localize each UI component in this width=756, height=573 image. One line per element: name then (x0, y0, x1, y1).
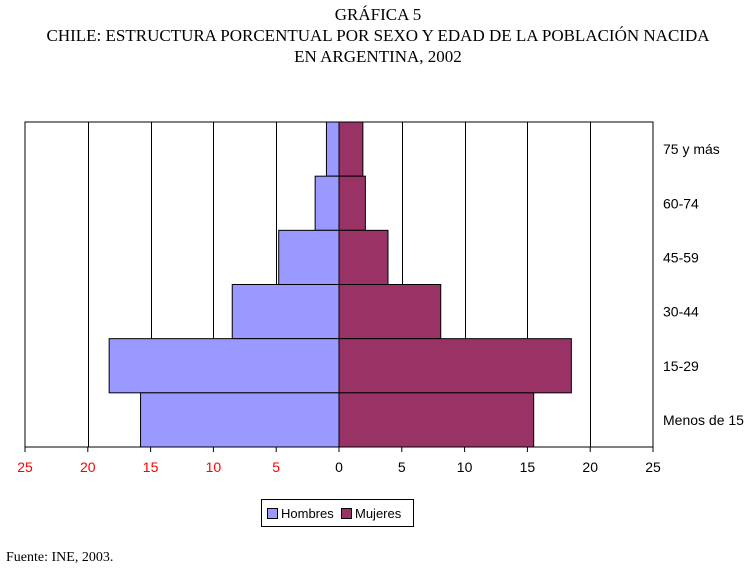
bar-hombres (314, 175, 340, 231)
x-tick-label: 20 (80, 459, 96, 475)
bar-mujeres (338, 121, 364, 177)
legend-label-mujeres: Mujeres (355, 506, 402, 521)
category-label: 60-74 (663, 195, 699, 211)
category-label: 30-44 (663, 304, 699, 320)
source-note: Fuente: INE, 2003. (6, 550, 114, 565)
bar-hombres (278, 229, 340, 285)
chart-title-line-3: EN ARGENTINA, 2002 (294, 47, 462, 66)
category-label: 15-29 (663, 358, 699, 374)
chart-title: GRÁFICA 5 CHILE: ESTRUCTURA PORCENTUAL P… (0, 4, 756, 67)
legend-item-hombres: Hombres (267, 506, 334, 521)
chart-title-line-1: GRÁFICA 5 (334, 5, 422, 24)
chart-legend: Hombres Mujeres (261, 499, 414, 527)
bar-mujeres (338, 175, 366, 231)
bar-mujeres (338, 392, 535, 448)
x-tick-label: 20 (582, 459, 598, 475)
x-tick-label: 25 (17, 459, 33, 475)
x-tick-label: 10 (457, 459, 473, 475)
legend-label-hombres: Hombres (281, 506, 334, 521)
chart-title-line-2: CHILE: ESTRUCTURA PORCENTUAL POR SEXO Y … (46, 26, 710, 45)
x-tick-label: 10 (206, 459, 222, 475)
x-tick-label: 5 (272, 459, 280, 475)
category-label: 45-59 (663, 249, 699, 265)
category-label: Menos de 15 (663, 412, 744, 428)
bar-hombres (140, 392, 340, 448)
x-tick-label: 15 (143, 459, 159, 475)
legend-swatch-hombres (267, 508, 278, 519)
legend-swatch-mujeres (341, 508, 352, 519)
legend-item-mujeres: Mujeres (341, 506, 401, 521)
x-tick-label: 25 (645, 459, 661, 475)
bar-hombres (231, 284, 340, 340)
bar-hombres (108, 338, 340, 394)
x-tick-label: 0 (335, 459, 343, 475)
bar-mujeres (338, 284, 442, 340)
x-tick-label: 15 (520, 459, 536, 475)
bar-hombres (325, 121, 340, 177)
category-label: 75 y más (663, 141, 720, 157)
bar-mujeres (338, 338, 572, 394)
x-tick-label: 5 (398, 459, 406, 475)
bar-mujeres (338, 229, 389, 285)
